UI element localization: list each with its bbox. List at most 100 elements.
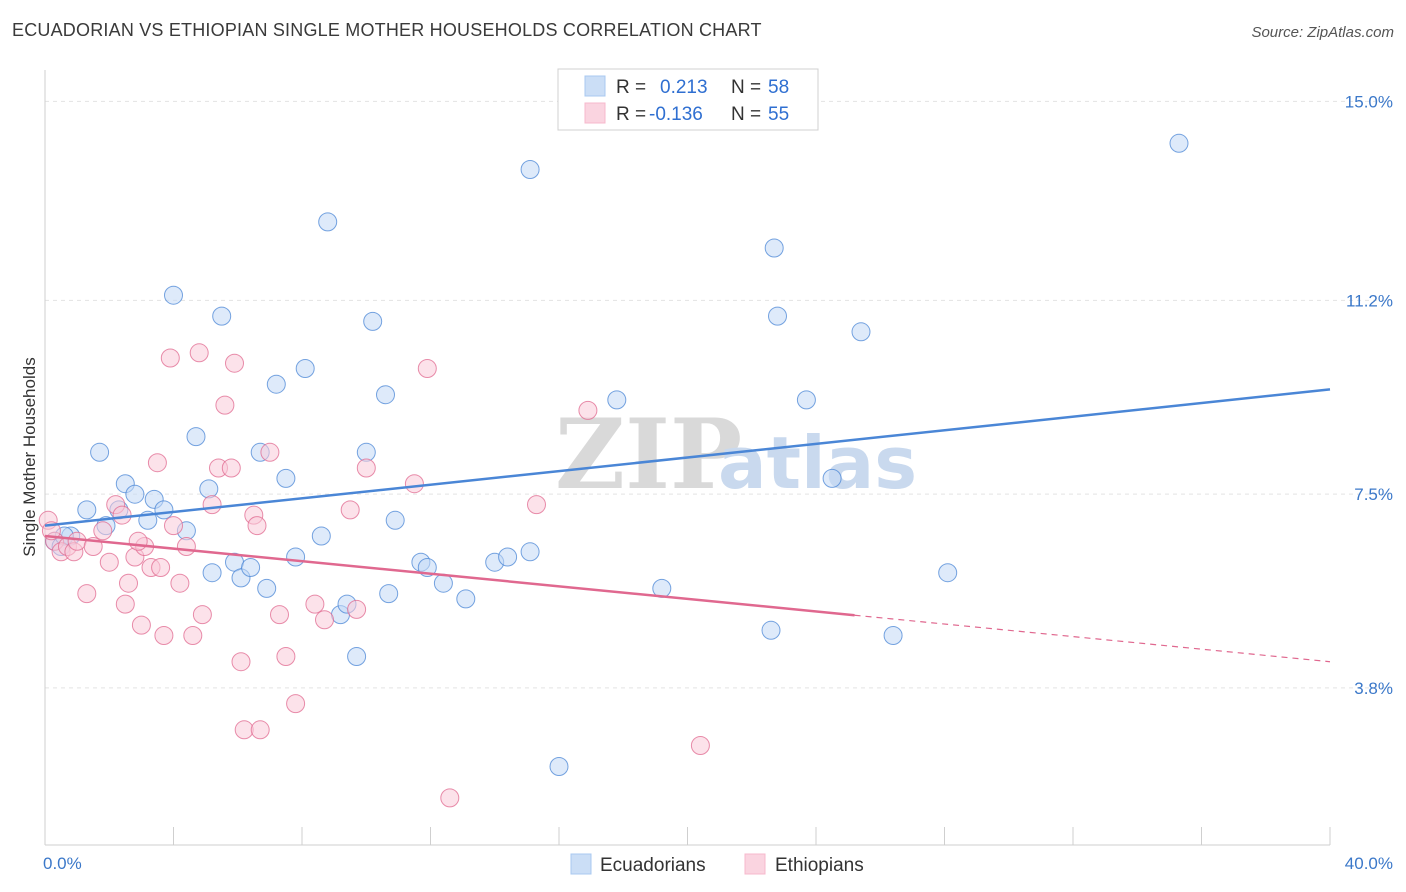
- ecuadorian-point-44: [520, 160, 540, 179]
- ethiopian-point-46: [404, 474, 424, 494]
- ethiopian-point-18: [147, 453, 167, 473]
- y-axis-label: Single Mother Households: [20, 357, 39, 556]
- ecuadorian-point-24: [276, 468, 296, 488]
- ethiopian-point-48: [440, 788, 460, 808]
- ethiopian-point-33: [231, 652, 251, 672]
- ethiopian-point-36: [250, 720, 270, 740]
- legend-box: R = 0.213 N = 58 R = -0.136 N = 55: [557, 68, 819, 131]
- y-tick-label-2: 11.2%: [1346, 291, 1393, 310]
- ethiopian-point-23: [170, 573, 190, 593]
- legend-swatch-pink: [584, 102, 606, 124]
- ethiopian-point-37: [260, 442, 280, 462]
- watermark: ZIP atlas: [555, 398, 917, 511]
- grid: [45, 100, 1390, 689]
- ethiopian-point-26: [189, 343, 209, 363]
- ecuadorian-point-4: [90, 442, 110, 462]
- ecuadorian-point-55: [938, 563, 958, 583]
- x-tick-label-1: 40.0%: [1345, 854, 1393, 873]
- data-points: [38, 133, 1189, 808]
- ecuadorian-point-56: [1169, 133, 1189, 153]
- y-tick-label-1: 7.5%: [1354, 485, 1393, 504]
- ecuadorian-point-42: [498, 547, 518, 567]
- ethiopian-point-30: [215, 395, 235, 415]
- ethiopian-point-51: [690, 736, 710, 755]
- ecuadorian-point-46: [607, 390, 627, 410]
- ethiopian-point-32: [225, 353, 244, 373]
- ethiopian-point-43: [340, 500, 360, 520]
- ecuadorian-point-15: [199, 479, 219, 499]
- ecuadorian-point-34: [376, 385, 395, 405]
- ethiopian-point-19: [151, 558, 171, 577]
- ethiopian-point-9: [99, 552, 119, 572]
- ecuadorian-point-25: [286, 547, 306, 567]
- ethiopian-point-12: [115, 594, 135, 614]
- ethiopian-point-27: [192, 605, 212, 625]
- ecuadorian-point-12: [164, 285, 183, 305]
- ecuadorian-point-43: [520, 542, 540, 562]
- legend-n-value-1: 58: [768, 77, 789, 98]
- ecuadorian-point-50: [768, 306, 787, 326]
- bottom-legend-swatch-ecuadorians: [570, 853, 592, 875]
- legend-n-label-1: N =: [731, 77, 761, 98]
- bottom-legend-ecuadorians: Ecuadorians: [600, 855, 706, 876]
- axes: 3.8% 7.5% 11.2% 15.0% 0.0% 40.0%: [43, 70, 1393, 873]
- watermark-atlas: atlas: [718, 421, 917, 505]
- ethiopian-point-44: [347, 599, 367, 619]
- ecuadorian-point-54: [883, 626, 903, 645]
- ethiopian-point-25: [183, 626, 203, 645]
- ethiopian-point-54: [247, 516, 267, 536]
- ecuadorian-point-51: [796, 390, 816, 410]
- bottom-legend-swatch-ethiopians: [744, 853, 766, 875]
- ecuadorian-point-48: [761, 620, 781, 640]
- ethiopian-point-47: [417, 359, 437, 378]
- trend-lines: [44, 388, 1331, 663]
- ethiopian-point-38: [270, 605, 289, 625]
- ethiopian-point-13: [119, 573, 138, 593]
- ecuadorian-point-36: [385, 510, 405, 530]
- ethiopian-point-11: [112, 505, 132, 525]
- legend-r-value-2: -0.136: [649, 104, 703, 125]
- ethiopian-point-41: [305, 594, 325, 614]
- bottom-legend: Ecuadorians Ethiopians: [570, 853, 864, 876]
- legend-n-label-2: N =: [731, 104, 761, 125]
- bottom-legend-ethiopians: Ethiopians: [775, 855, 864, 876]
- ethiopian-point-31: [221, 458, 241, 478]
- ecuadorian-point-3: [77, 500, 97, 520]
- legend-r-value-1: 0.213: [660, 77, 708, 98]
- ecuadorian-point-20: [241, 558, 261, 577]
- ecuadorian-point-16: [202, 563, 222, 583]
- ecuadorian-point-27: [311, 526, 331, 546]
- ethiopian-point-50: [578, 400, 598, 420]
- x-tick-label-0: 0.0%: [43, 854, 82, 873]
- ecuadorian-point-28: [318, 212, 338, 232]
- ecuadorian-point-22: [257, 578, 277, 598]
- ecuadorian-point-52: [822, 468, 842, 488]
- ecuadorian-point-45: [549, 757, 569, 776]
- y-tick-label-0: 3.8%: [1354, 679, 1393, 698]
- legend-r-label-2: R =: [616, 104, 646, 125]
- legend-n-value-2: 55: [768, 104, 789, 125]
- y-tick-label-3: 15.0%: [1345, 92, 1393, 111]
- ecuadorian-trend-line: [44, 388, 1331, 527]
- ecuadorian-point-14: [186, 427, 206, 447]
- ecuadorian-point-49: [764, 238, 784, 258]
- chart-title: ECUADORIAN VS ETHIOPIAN SINGLE MOTHER HO…: [12, 20, 762, 40]
- ecuadorian-point-8: [125, 484, 145, 504]
- source-label: Source: ZipAtlas.com: [1251, 24, 1394, 41]
- ethiopian-point-21: [160, 348, 180, 368]
- ecuadorian-point-33: [363, 311, 383, 331]
- ethiopian-point-15: [131, 615, 151, 635]
- legend-r-label-1: R =: [616, 77, 646, 98]
- ecuadorian-point-23: [266, 374, 286, 394]
- ecuadorian-point-11: [154, 500, 174, 520]
- ethiopian-point-8: [93, 521, 113, 541]
- ecuadorian-point-17: [212, 306, 232, 326]
- ethiopian-trend-line-extension: [854, 614, 1331, 663]
- ethiopian-point-53: [128, 531, 148, 551]
- ecuadorian-point-26: [295, 359, 315, 378]
- ethiopian-point-5: [67, 531, 87, 551]
- ethiopian-point-6: [77, 584, 97, 604]
- ethiopian-trend-line: [44, 534, 855, 617]
- ethiopian-point-20: [154, 626, 174, 645]
